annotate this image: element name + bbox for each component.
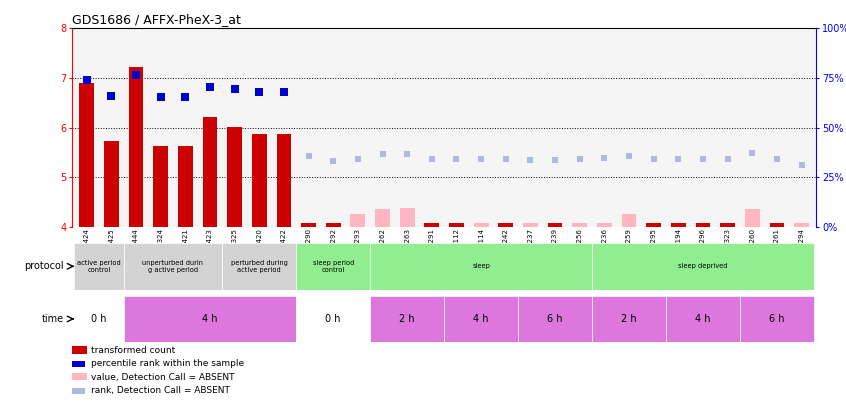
Bar: [296, 296, 371, 342]
Point: [376, 151, 389, 158]
Text: sleep deprived: sleep deprived: [678, 263, 728, 269]
Point: [721, 156, 734, 162]
Bar: [104, 141, 118, 227]
Point: [597, 155, 611, 162]
Bar: [794, 223, 809, 227]
Bar: [129, 67, 144, 227]
Bar: [547, 223, 563, 227]
Bar: [498, 223, 514, 227]
Bar: [277, 134, 291, 227]
Bar: [474, 223, 488, 227]
Point: [277, 89, 291, 95]
Bar: [178, 147, 193, 227]
Text: time: time: [41, 314, 63, 324]
Bar: [770, 223, 784, 227]
Text: sleep period
control: sleep period control: [312, 260, 354, 273]
Bar: [695, 223, 711, 227]
Point: [647, 156, 661, 162]
Point: [302, 153, 316, 160]
Point: [80, 77, 93, 83]
Text: value, Detection Call = ABSENT: value, Detection Call = ABSENT: [91, 373, 234, 382]
Point: [573, 156, 586, 162]
Point: [696, 156, 710, 162]
Point: [450, 156, 464, 162]
Bar: [74, 296, 124, 342]
Bar: [74, 243, 124, 290]
Bar: [592, 243, 814, 290]
Point: [672, 156, 685, 162]
Text: active period
control: active period control: [77, 260, 121, 273]
Text: 0 h: 0 h: [326, 314, 341, 324]
Bar: [228, 127, 242, 227]
Bar: [740, 296, 814, 342]
Bar: [666, 296, 740, 342]
Bar: [80, 83, 94, 227]
Text: sleep: sleep: [472, 263, 490, 269]
Bar: [744, 209, 760, 227]
Point: [351, 156, 365, 162]
Text: rank, Detection Call = ABSENT: rank, Detection Call = ABSENT: [91, 386, 229, 395]
Text: transformed count: transformed count: [91, 346, 175, 355]
Point: [425, 156, 438, 162]
Bar: [350, 214, 365, 227]
Point: [154, 94, 168, 100]
Bar: [622, 214, 636, 227]
Bar: [518, 296, 592, 342]
Point: [400, 151, 414, 158]
Text: 2 h: 2 h: [621, 314, 637, 324]
Bar: [671, 223, 686, 227]
Bar: [400, 208, 415, 227]
Bar: [646, 223, 661, 227]
Point: [770, 156, 783, 162]
Point: [548, 157, 562, 164]
Point: [623, 153, 636, 160]
Bar: [573, 223, 587, 227]
Point: [745, 150, 759, 157]
Bar: [252, 134, 266, 227]
Point: [105, 93, 118, 99]
Text: 6 h: 6 h: [769, 314, 785, 324]
Text: 6 h: 6 h: [547, 314, 563, 324]
Text: 4 h: 4 h: [695, 314, 711, 324]
Bar: [720, 223, 735, 227]
Text: protocol: protocol: [24, 261, 63, 271]
Bar: [523, 223, 538, 227]
Bar: [375, 209, 390, 227]
Text: GDS1686 / AFFX-PheX-3_at: GDS1686 / AFFX-PheX-3_at: [72, 13, 241, 26]
Text: 4 h: 4 h: [474, 314, 489, 324]
Point: [228, 85, 241, 92]
Bar: [301, 223, 316, 227]
Bar: [371, 243, 592, 290]
Point: [475, 156, 488, 162]
Point: [252, 89, 266, 95]
Point: [179, 94, 192, 100]
Text: percentile rank within the sample: percentile rank within the sample: [91, 359, 244, 368]
Bar: [592, 296, 666, 342]
Text: 0 h: 0 h: [91, 314, 107, 324]
Point: [795, 162, 809, 168]
Bar: [124, 296, 296, 342]
Point: [524, 157, 537, 164]
Point: [129, 72, 143, 78]
Bar: [444, 296, 518, 342]
Point: [327, 158, 340, 164]
Bar: [326, 223, 341, 227]
Bar: [222, 243, 296, 290]
Bar: [597, 223, 612, 227]
Bar: [153, 146, 168, 227]
Bar: [425, 223, 439, 227]
Text: 2 h: 2 h: [399, 314, 415, 324]
Text: unperturbed durin
g active period: unperturbed durin g active period: [142, 260, 204, 273]
Bar: [371, 296, 444, 342]
Text: 4 h: 4 h: [202, 314, 217, 324]
Point: [499, 156, 513, 162]
Bar: [449, 223, 464, 227]
Bar: [296, 243, 371, 290]
Bar: [124, 243, 222, 290]
Point: [203, 84, 217, 90]
Text: perturbed during
active period: perturbed during active period: [231, 260, 288, 273]
Bar: [202, 117, 217, 227]
